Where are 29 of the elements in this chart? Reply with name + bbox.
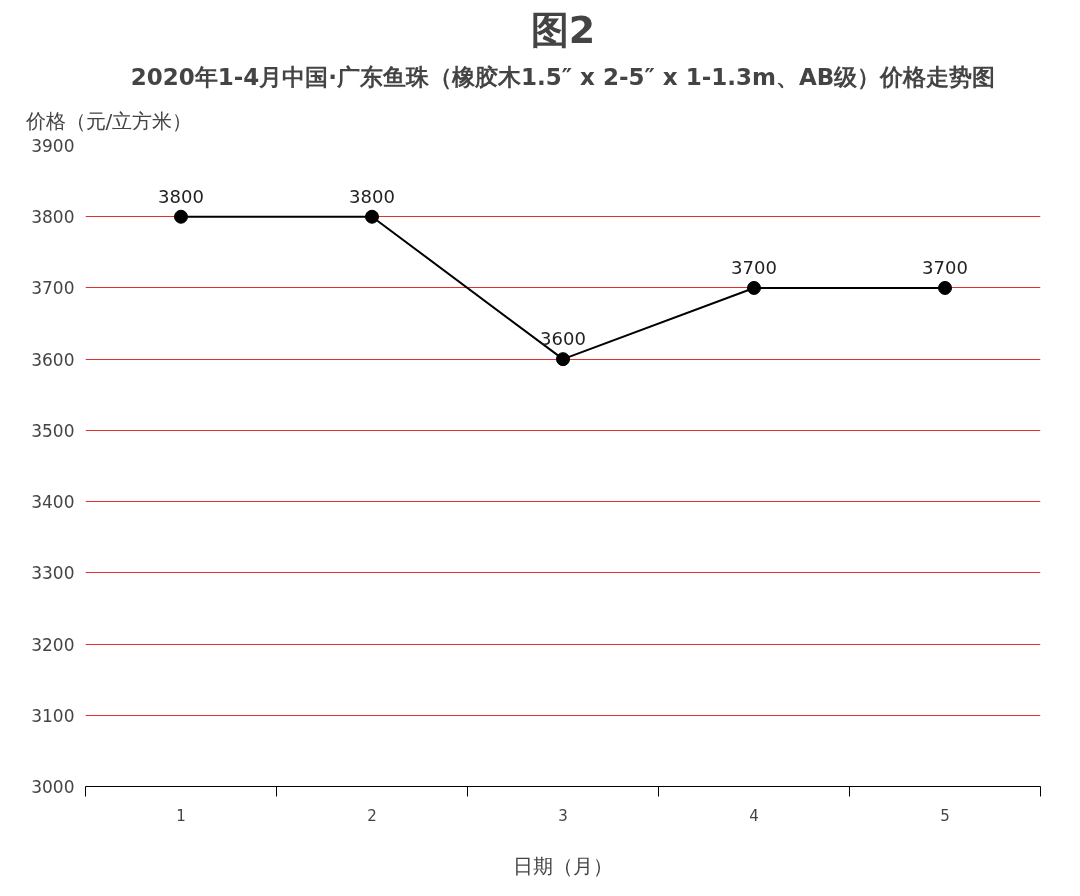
y-tick-label: 3000 xyxy=(31,777,75,797)
x-tick-label: 1 xyxy=(176,806,186,825)
data-label: 3800 xyxy=(158,185,204,207)
y-tick-label: 3900 xyxy=(31,136,75,156)
point xyxy=(556,352,570,367)
point xyxy=(747,280,761,295)
y-tick-label: 3400 xyxy=(31,492,75,513)
y-tick-label: 3100 xyxy=(31,705,75,726)
point xyxy=(365,209,379,224)
y-tick-label: 3700 xyxy=(31,278,75,299)
data-label: 3700 xyxy=(731,256,777,278)
y-tick-label: 3600 xyxy=(31,349,75,370)
x-tick-label: 4 xyxy=(749,806,759,825)
y-axis-title: 价格（元/立方米） xyxy=(24,109,193,133)
y-tick-label: 3500 xyxy=(31,420,75,441)
x-axis-title: 日期（月） xyxy=(513,853,613,878)
data-label: 3600 xyxy=(540,328,586,350)
point xyxy=(938,280,952,295)
data-label: 3700 xyxy=(922,256,968,278)
chart-title: 图2 xyxy=(530,7,596,52)
point xyxy=(174,209,188,224)
y-tick-label: 3200 xyxy=(31,634,75,655)
x-tick-label: 2 xyxy=(367,806,377,825)
y-tick-label: 3800 xyxy=(31,207,75,228)
x-tick-label: 3 xyxy=(558,806,568,825)
y-tick-label: 3300 xyxy=(31,563,75,584)
data-label: 3800 xyxy=(349,185,395,207)
x-tick-label: 5 xyxy=(940,806,950,825)
chart-subtitle: 2020年1-4月中国·广东鱼珠（橡胶木1.5″ x 2-5″ x 1-1.3m、AB级）价格走势图 xyxy=(130,63,996,90)
